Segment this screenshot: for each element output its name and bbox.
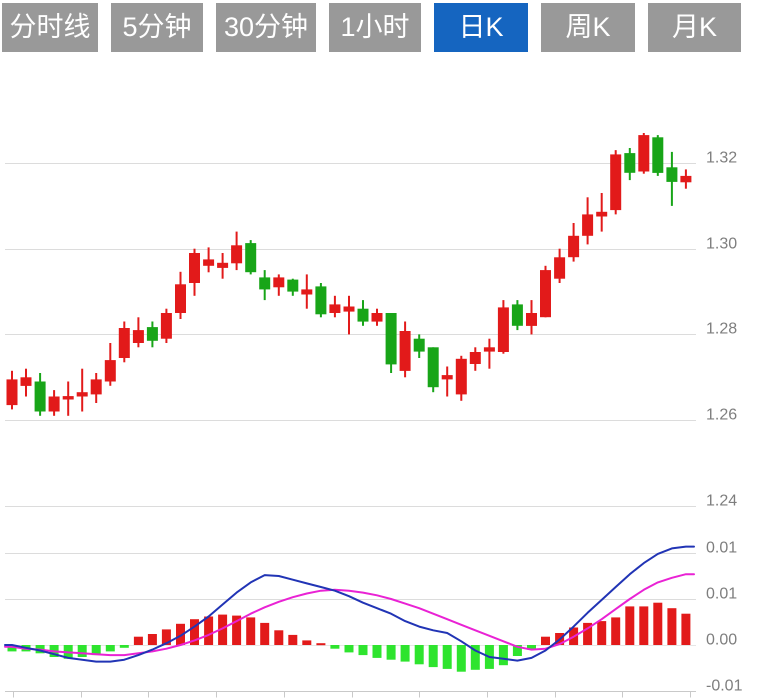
- dea-line: [4, 573, 695, 657]
- tab-1hour[interactable]: 1小时: [329, 3, 421, 52]
- price-tick-label: 1.30: [706, 236, 737, 253]
- x-axis: [5, 691, 696, 698]
- price-tick-label: 1.28: [706, 321, 737, 338]
- price-tick-label: 1.26: [706, 407, 737, 424]
- macd-tick-label: 0.01: [706, 540, 737, 557]
- main-grid: [5, 163, 696, 646]
- candles-layer: [6, 133, 692, 416]
- tab-monthly-k[interactable]: 月K: [648, 3, 741, 52]
- price-tick-label: 1.24: [706, 493, 737, 510]
- price-tick-label: 1.32: [706, 150, 737, 167]
- tab-5min[interactable]: 5分钟: [111, 3, 203, 52]
- interval-toolbar: 分时线 5分钟 30分钟 1小时 日K 周K 月K: [2, 3, 741, 52]
- tab-weekly-k[interactable]: 周K: [541, 3, 635, 52]
- macd-tick-label: -0.01: [706, 678, 743, 695]
- macd-tick-label: 0.00: [706, 632, 737, 649]
- tab-time-line[interactable]: 分时线: [2, 3, 98, 52]
- y-axis-labels: 1.32 1.30 1.28 1.26 1.24 0.01 0.01 0.00 -0.01: [706, 150, 743, 695]
- tab-30min[interactable]: 30分钟: [216, 3, 316, 52]
- macd-tick-label: 0.01: [706, 586, 737, 603]
- dif-line: [4, 545, 695, 663]
- tab-daily-k[interactable]: 日K: [434, 3, 528, 52]
